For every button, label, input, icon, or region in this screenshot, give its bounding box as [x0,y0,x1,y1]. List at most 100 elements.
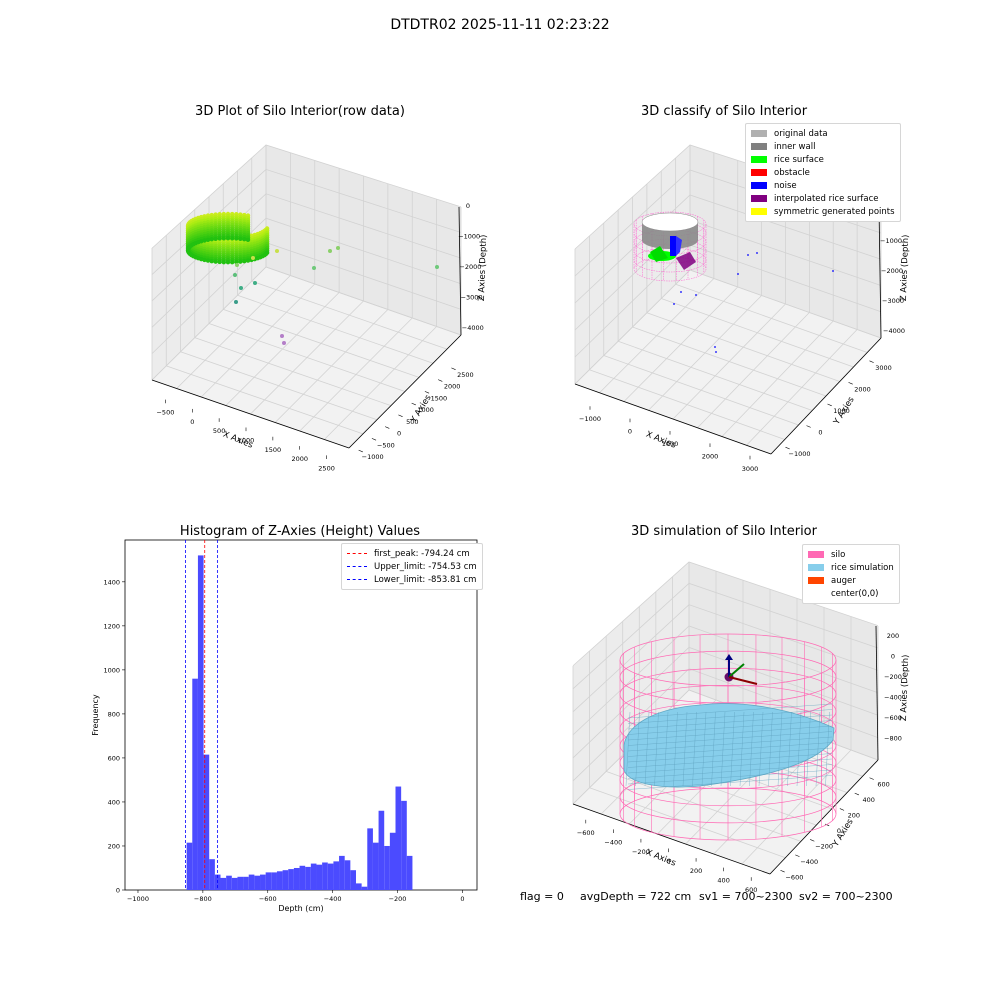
hist-bar [231,877,238,890]
noise-point [747,254,749,256]
legend-item-obstacle: obstacle [751,166,895,179]
y-axis-line [770,337,882,455]
data-point [205,237,211,243]
y-tick-label: 2000 [854,385,871,393]
legend-swatch [751,169,767,176]
mesh-line [627,731,833,746]
mesh-line [806,711,811,787]
x-tick-label: −800 [194,895,212,903]
panel4-title: 3D simulation of Silo Interior [631,524,817,539]
mesh-line [644,711,650,787]
legend-line [347,579,367,580]
z-tick-label: −3000 [461,294,483,302]
legend-swatch [751,182,767,189]
outlier-point [280,334,284,338]
z-tick-label: −2000 [881,267,903,275]
x-tick-label: 2000 [291,455,308,463]
tick-mark [411,402,416,406]
x-tick-label: 1000 [238,437,255,445]
y-tick-label: 500 [406,418,418,426]
hist-bar [333,861,340,890]
legend-item-noise: noise [751,179,895,192]
y-tick-label: 0 [397,430,401,438]
rice-surface-shape [650,246,668,262]
z-axis-line [878,206,882,339]
y-tick-label: 3000 [875,364,892,372]
hist-bar [305,866,311,890]
z-tick-label: 0 [891,653,895,661]
y-axis-line [769,759,879,875]
y-tick-label: 1200 [103,622,120,630]
mesh-line [627,703,833,719]
mesh-line [758,711,764,787]
data-point [213,236,218,241]
tick-mark [385,426,390,429]
tick-mark [827,403,832,407]
grid-line [572,625,879,736]
noise-point [714,346,716,348]
grid-line [223,308,420,378]
legend-swatch [751,156,767,163]
x-tick-label: 0 [190,418,194,426]
noise-point [673,303,675,305]
grid-line [572,561,879,667]
hist-bar [243,876,249,890]
hist-bar [372,842,379,890]
x-tick-label: 0 [666,858,670,866]
outlier-point [234,300,238,304]
grid-line [151,217,462,328]
y-tick-label: −1000 [789,450,811,458]
y-tick-label: 1500 [431,394,448,402]
tick-mark [780,870,785,873]
y-tick-label: 1000 [417,406,434,414]
mesh-line [627,753,833,768]
grid-line [746,329,858,446]
mesh-line [787,711,792,787]
legend-swatch [808,577,824,584]
x-tick-label: −400 [604,838,622,846]
legend-item-rice-surface: rice surface [751,153,895,166]
mesh-line [749,711,754,787]
footer-sv2: sv2 = 700~2300 [799,890,893,903]
data-point [205,258,211,263]
hist-bar [260,874,266,890]
z-tick-label: −200 [884,673,902,681]
legend-item-rice-simulation: rice simulation [808,561,894,574]
legend-swatch [751,143,767,150]
x-axis-line [574,383,772,455]
panel4-legend: silo rice simulation auger center(0,0) [802,544,900,604]
hist-bar [401,800,407,890]
x-axis-label: Depth (cm) [278,904,323,913]
data-point [234,259,239,265]
data-point [225,260,231,265]
z-tick-label: −2000 [459,263,481,271]
grid-line [589,787,786,859]
y-tick-label: 200 [108,842,120,850]
legend-swatch [751,195,767,202]
x-tick-label: 400 [717,877,729,885]
tick-mark [785,446,790,450]
data-point [221,236,227,241]
hist-bar [322,862,328,890]
mesh-line [627,742,833,757]
z-axis-line [875,625,879,761]
z-tick-label: 0 [466,202,470,210]
mesh-line [635,711,640,787]
tick-mark [869,777,874,780]
legend-swatch [808,564,824,571]
y-tick-label: 1000 [833,407,850,415]
hist-bar [389,832,396,890]
hist-bar [254,875,261,890]
x-tick-label: 2000 [702,452,719,460]
mesh-line [739,711,745,787]
hist-bar [395,786,402,890]
mesh-line [663,711,669,787]
x-tick-label: −1000 [127,895,149,903]
data-point [238,259,243,264]
mesh-line [627,736,833,752]
noise-point [680,291,682,293]
panel3-title: Histogram of Z-Axies (Height) Values [179,524,421,539]
legend-item-original: original data [751,127,895,140]
